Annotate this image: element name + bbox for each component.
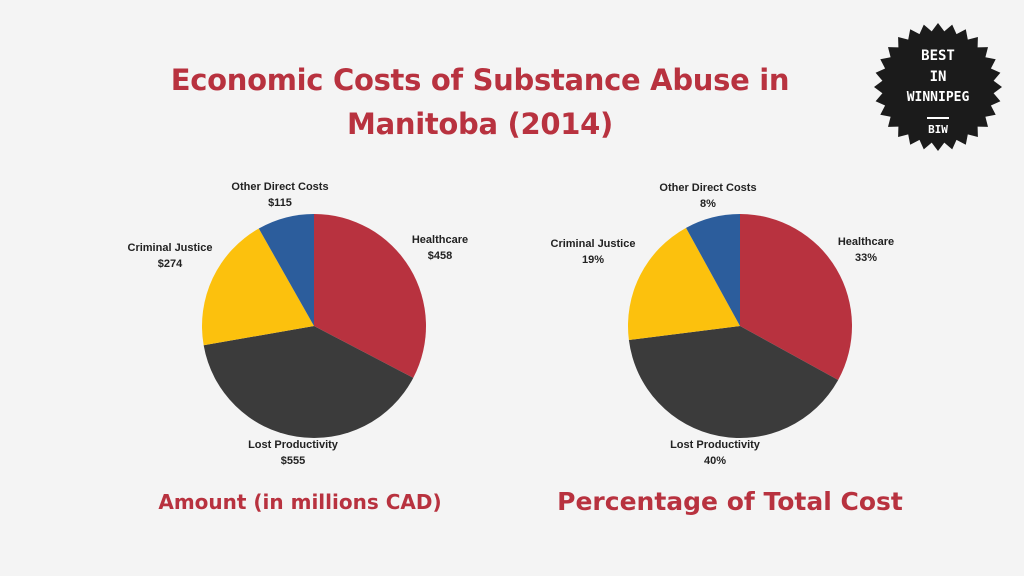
badge-divider <box>927 117 949 119</box>
page-title-line-2: Manitoba (2014) <box>347 107 613 141</box>
badge-line-4: BIW <box>928 123 948 136</box>
slice-value-healthcare: $458 <box>428 250 452 262</box>
pie-slice-criminal-justice <box>201 228 314 346</box>
slice-label-lost-productivity: Lost Productivity <box>248 439 339 451</box>
page-title-line-1: Economic Costs of Substance Abuse in <box>170 63 790 97</box>
page-title: Economic Costs of Substance Abuse in Man… <box>130 58 830 146</box>
slice-label-lost-productivity: Lost Productivity <box>670 439 761 451</box>
slice-value-lost-productivity: $555 <box>281 455 305 467</box>
pie-slice-healthcare <box>740 214 853 380</box>
badge-line-2: IN <box>929 69 947 85</box>
slice-label-healthcare: Healthcare <box>412 234 468 246</box>
slice-value-other-direct-costs: $115 <box>268 197 292 209</box>
slice-label-criminal-justice: Criminal Justice <box>128 242 213 254</box>
slice-value-other-direct-costs: 8% <box>700 198 716 210</box>
slice-value-healthcare: 33% <box>855 252 877 264</box>
pie-slice-lost-productivity <box>203 326 414 439</box>
slice-label-other-direct-costs: Other Direct Costs <box>659 182 756 194</box>
badge-line-3: WINNIPEG <box>906 90 970 105</box>
slice-label-healthcare: Healthcare <box>838 236 894 248</box>
slice-value-lost-productivity: 40% <box>704 455 726 467</box>
pie-slice-other-direct-costs <box>258 214 314 326</box>
chart-title-percentage: Percentage of Total Cost <box>557 487 903 516</box>
slice-label-criminal-justice: Criminal Justice <box>551 238 636 250</box>
pie-slice-other-direct-costs <box>686 213 740 326</box>
pie-slice-criminal-justice <box>627 227 740 341</box>
pie-slice-lost-productivity <box>628 326 839 439</box>
pie-slice-healthcare <box>314 214 427 378</box>
chart-title-amount: Amount (in millions CAD) <box>158 490 442 514</box>
best-in-winnipeg-badge: BEST IN WINNIPEG BIW <box>872 21 1004 153</box>
badge-line-1: BEST <box>921 48 955 64</box>
slice-value-criminal-justice: 19% <box>582 254 604 266</box>
slice-value-criminal-justice: $274 <box>158 258 183 270</box>
slice-label-other-direct-costs: Other Direct Costs <box>231 181 328 193</box>
badge-seal-icon <box>874 23 1002 151</box>
